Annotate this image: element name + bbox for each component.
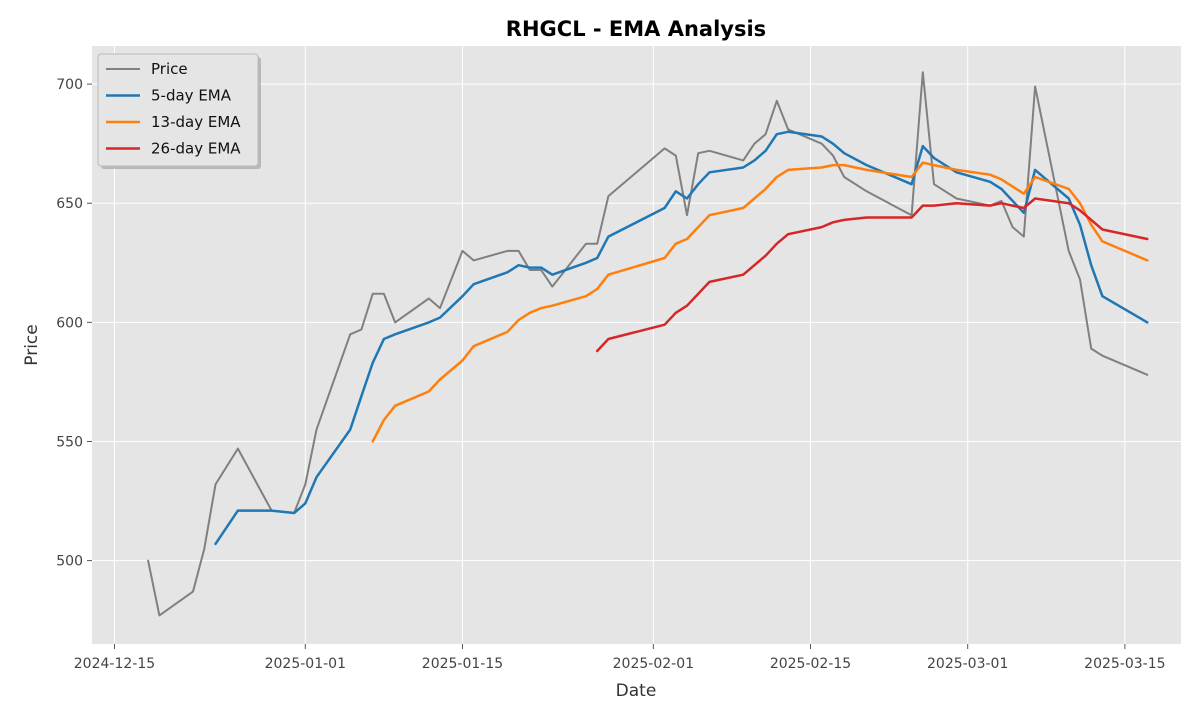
legend-label: Price xyxy=(151,60,188,78)
plot-area xyxy=(92,46,1181,644)
legend-label: 5-day EMA xyxy=(151,87,232,105)
x-tick-label: 2025-03-15 xyxy=(1084,656,1165,672)
y-tick-label: 700 xyxy=(56,77,83,93)
y-axis-label: Price xyxy=(22,324,42,365)
x-axis-label: Date xyxy=(616,681,657,701)
x-tick-label: 2024-12-15 xyxy=(74,656,155,672)
x-tick-label: 2025-03-01 xyxy=(927,656,1008,672)
x-axis: 2024-12-15 2025-01-01 2025-01-15 2025-02-01… xyxy=(74,644,1166,672)
series-line-5-day-ema xyxy=(214,130,1149,546)
series-line-26-day-ema xyxy=(595,197,1149,353)
legend-label: 26-day EMA xyxy=(151,140,241,158)
chart-title: RHGCL - EMA Analysis xyxy=(506,17,766,41)
legend-box xyxy=(97,53,259,167)
y-tick-label: 600 xyxy=(56,315,83,331)
series-line-13-day-ema xyxy=(371,161,1149,443)
legend: Price 5-day EMA 13-day EMA 26-day EMA xyxy=(97,53,261,169)
y-tick-label: 650 xyxy=(56,196,83,212)
series-layer xyxy=(147,71,1149,617)
y-tick-label: 500 xyxy=(56,554,83,570)
y-tick-label: 550 xyxy=(56,434,83,450)
y-axis: 500 550 600 650 700 xyxy=(56,77,92,570)
x-tick-label: 2025-01-01 xyxy=(265,656,346,672)
x-tick-label: 2025-02-15 xyxy=(770,656,851,672)
legend-label: 13-day EMA xyxy=(151,113,241,131)
x-tick-label: 2025-02-01 xyxy=(613,656,694,672)
x-tick-label: 2025-01-15 xyxy=(422,656,503,672)
